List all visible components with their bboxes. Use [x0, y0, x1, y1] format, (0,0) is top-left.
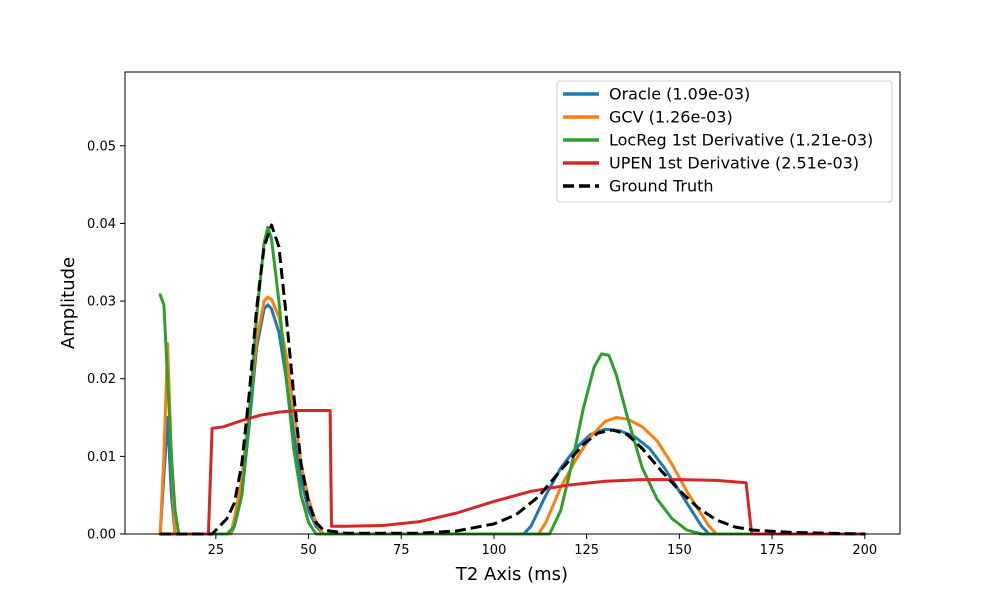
x-tick-label-3: 100: [482, 543, 507, 558]
y-tick-label-3: 0.03: [87, 295, 116, 310]
legend-label-2: LocReg 1st Derivative (1.21e-03): [609, 131, 873, 150]
x-axis: 25 50 75 100 125 150 175 200: [208, 534, 877, 558]
y-axis: 0.00 0.01 0.02 0.03 0.04 0.05: [87, 139, 125, 543]
x-tick-label-0: 25: [208, 543, 225, 558]
x-axis-title: T2 Axis (ms): [455, 564, 568, 585]
y-tick-label-1: 0.01: [87, 450, 116, 465]
legend-label-0: Oracle (1.09e-03): [609, 85, 750, 104]
legend-label-1: GCV (1.26e-03): [609, 108, 733, 127]
legend-label-4: Ground Truth: [609, 177, 714, 196]
x-tick-label-4: 125: [574, 543, 599, 558]
x-tick-label-5: 150: [667, 543, 692, 558]
y-axis-title: Amplitude: [58, 257, 79, 349]
y-tick-label-4: 0.04: [87, 217, 116, 232]
y-tick-label-0: 0.00: [87, 528, 116, 543]
x-tick-label-7: 200: [852, 543, 877, 558]
x-tick-label-1: 50: [300, 543, 317, 558]
plot-frame: [124, 71, 901, 535]
y-tick-label-5: 0.05: [87, 139, 116, 154]
legend-label-3: UPEN 1st Derivative (2.51e-03): [609, 154, 859, 173]
legend-box: [556, 80, 893, 203]
legend-entries: Oracle (1.09e-03) GCV (1.26e-03) LocReg 1s…: [563, 85, 873, 196]
y-tick-label-2: 0.02: [87, 372, 116, 387]
x-tick-label-6: 175: [760, 543, 785, 558]
x-tick-label-2: 75: [393, 543, 410, 558]
series-line-3: [158, 409, 867, 536]
legend: Oracle (1.09e-03) GCV (1.26e-03) LocReg 1s…: [556, 80, 893, 203]
series-line-4: [160, 223, 865, 536]
